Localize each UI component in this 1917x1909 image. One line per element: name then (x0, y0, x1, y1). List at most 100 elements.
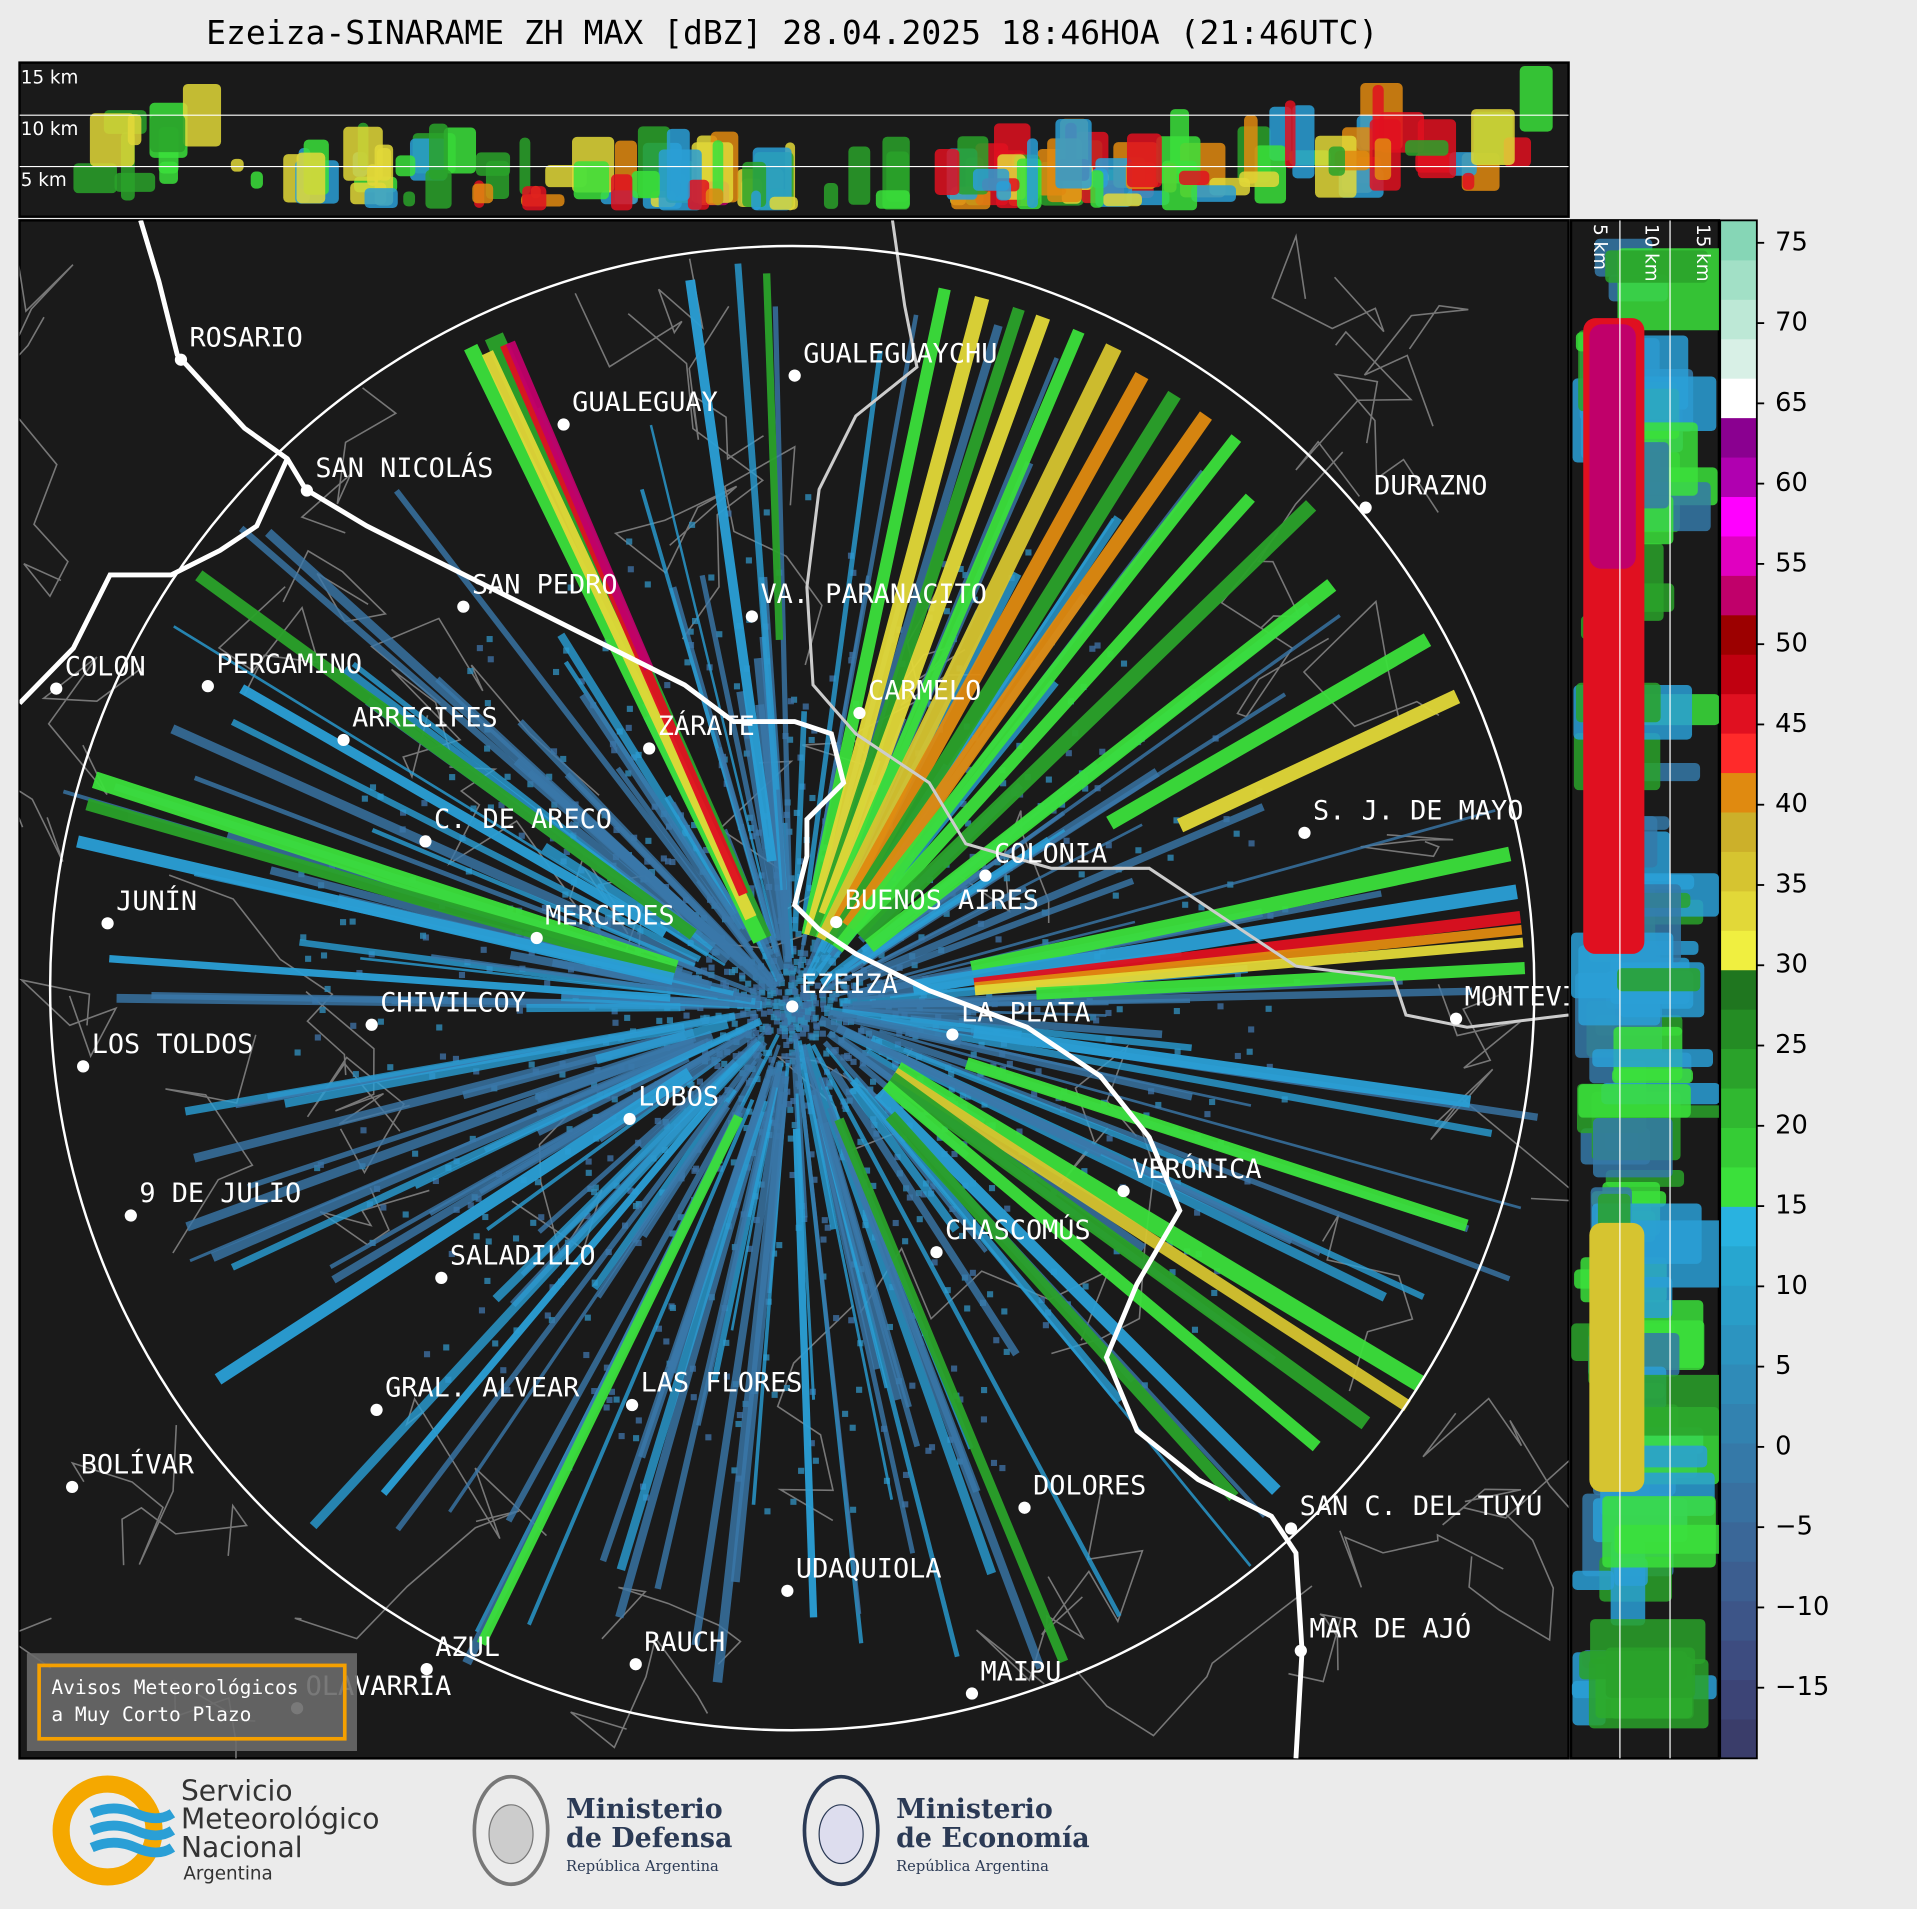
speckle (981, 1387, 988, 1394)
colorbar-segment (1720, 654, 1757, 695)
speckle (971, 596, 978, 603)
city-label: SALADILLO (450, 1241, 596, 1272)
speckle (765, 1028, 772, 1036)
ray (810, 1088, 902, 1401)
ray (832, 434, 1242, 953)
colorbar-segment (1720, 1285, 1757, 1326)
speckle (412, 1150, 419, 1157)
top-panel-echo (19, 66, 1569, 211)
speckle (753, 984, 760, 991)
boundary (1363, 304, 1469, 427)
speckle (849, 1424, 856, 1431)
speckle (800, 1030, 807, 1037)
colorbar-segment (1720, 851, 1757, 892)
speckle (840, 1054, 847, 1061)
speckle (484, 700, 491, 707)
colorbar-segment (1720, 772, 1757, 813)
speckle (812, 1457, 819, 1464)
speckle (314, 1165, 321, 1172)
ray (505, 1057, 766, 1523)
speckle (458, 971, 466, 979)
speckle (592, 1184, 599, 1191)
ray (526, 1003, 681, 1013)
speckle (813, 1022, 820, 1029)
colorbar-tick-label: 50 (1775, 629, 1808, 659)
echo (666, 128, 690, 201)
speckle (977, 1071, 984, 1078)
speckle (995, 936, 1002, 943)
speckle (803, 1025, 810, 1033)
ray (866, 809, 1496, 987)
ray (879, 1045, 1322, 1256)
speckle (1078, 871, 1085, 878)
speckle (833, 991, 840, 998)
speckle (423, 1351, 431, 1358)
city-label: SAN NICOLÁS (315, 452, 493, 484)
city-label: LOBOS (638, 1082, 719, 1113)
ray (864, 579, 1337, 953)
speckle (1004, 1205, 1011, 1212)
speckle (1234, 973, 1241, 980)
ray (870, 1035, 1207, 1173)
ray (195, 570, 697, 940)
speckle (1105, 1009, 1112, 1017)
speckle (541, 904, 548, 911)
city-label: S. J. DE MAYO (1313, 796, 1523, 827)
speckle (986, 991, 993, 998)
speckle (796, 1013, 803, 1020)
speckle (807, 1005, 814, 1012)
city-dot (66, 1480, 79, 1494)
speckle (831, 977, 838, 984)
ray (371, 828, 696, 968)
echo (73, 163, 117, 194)
speckle (805, 1001, 812, 1008)
speckle (799, 956, 806, 964)
speckle (708, 574, 715, 581)
speckle (770, 1014, 777, 1021)
speckle (964, 1305, 971, 1312)
coastline (138, 220, 1305, 1759)
echo (296, 152, 326, 204)
speckle (632, 1203, 640, 1210)
city-label: 9 DE JULIO (139, 1178, 301, 1209)
ray (886, 1072, 1371, 1430)
colorbar-tick-label: 20 (1775, 1110, 1808, 1140)
ray (435, 676, 758, 976)
speckle (567, 584, 574, 591)
speckle (870, 1078, 877, 1085)
echo (751, 190, 761, 211)
ray (879, 1029, 1522, 1210)
echo (522, 186, 547, 211)
ray (230, 718, 702, 963)
height-label: 10 km (21, 119, 79, 140)
ray (762, 273, 784, 641)
border (805, 220, 1569, 1029)
speckle (918, 934, 925, 941)
boundary (447, 766, 565, 888)
speckle (767, 1008, 774, 1015)
ray (1106, 633, 1432, 830)
ray (476, 1114, 744, 1646)
city-dot (745, 610, 758, 623)
speckle (380, 1204, 387, 1211)
echo (1328, 146, 1346, 176)
city-dot (629, 1658, 642, 1671)
speckle (748, 885, 755, 892)
speckle (999, 1465, 1006, 1472)
speckle (763, 509, 770, 516)
speckle (891, 1060, 899, 1067)
ray (173, 625, 726, 967)
speckle (723, 1339, 730, 1346)
speckle (980, 1416, 987, 1423)
speckle (731, 1020, 738, 1027)
speckle (578, 678, 585, 685)
speckle (728, 969, 736, 976)
ray (239, 684, 668, 938)
alert-box[interactable]: Avisos Meteorológicos a Muy Corto Plazo (26, 1653, 357, 1752)
ray (816, 343, 1122, 945)
echo (769, 196, 798, 210)
speckle (1248, 840, 1255, 847)
ray (833, 1014, 1252, 1107)
ray (855, 803, 1265, 983)
